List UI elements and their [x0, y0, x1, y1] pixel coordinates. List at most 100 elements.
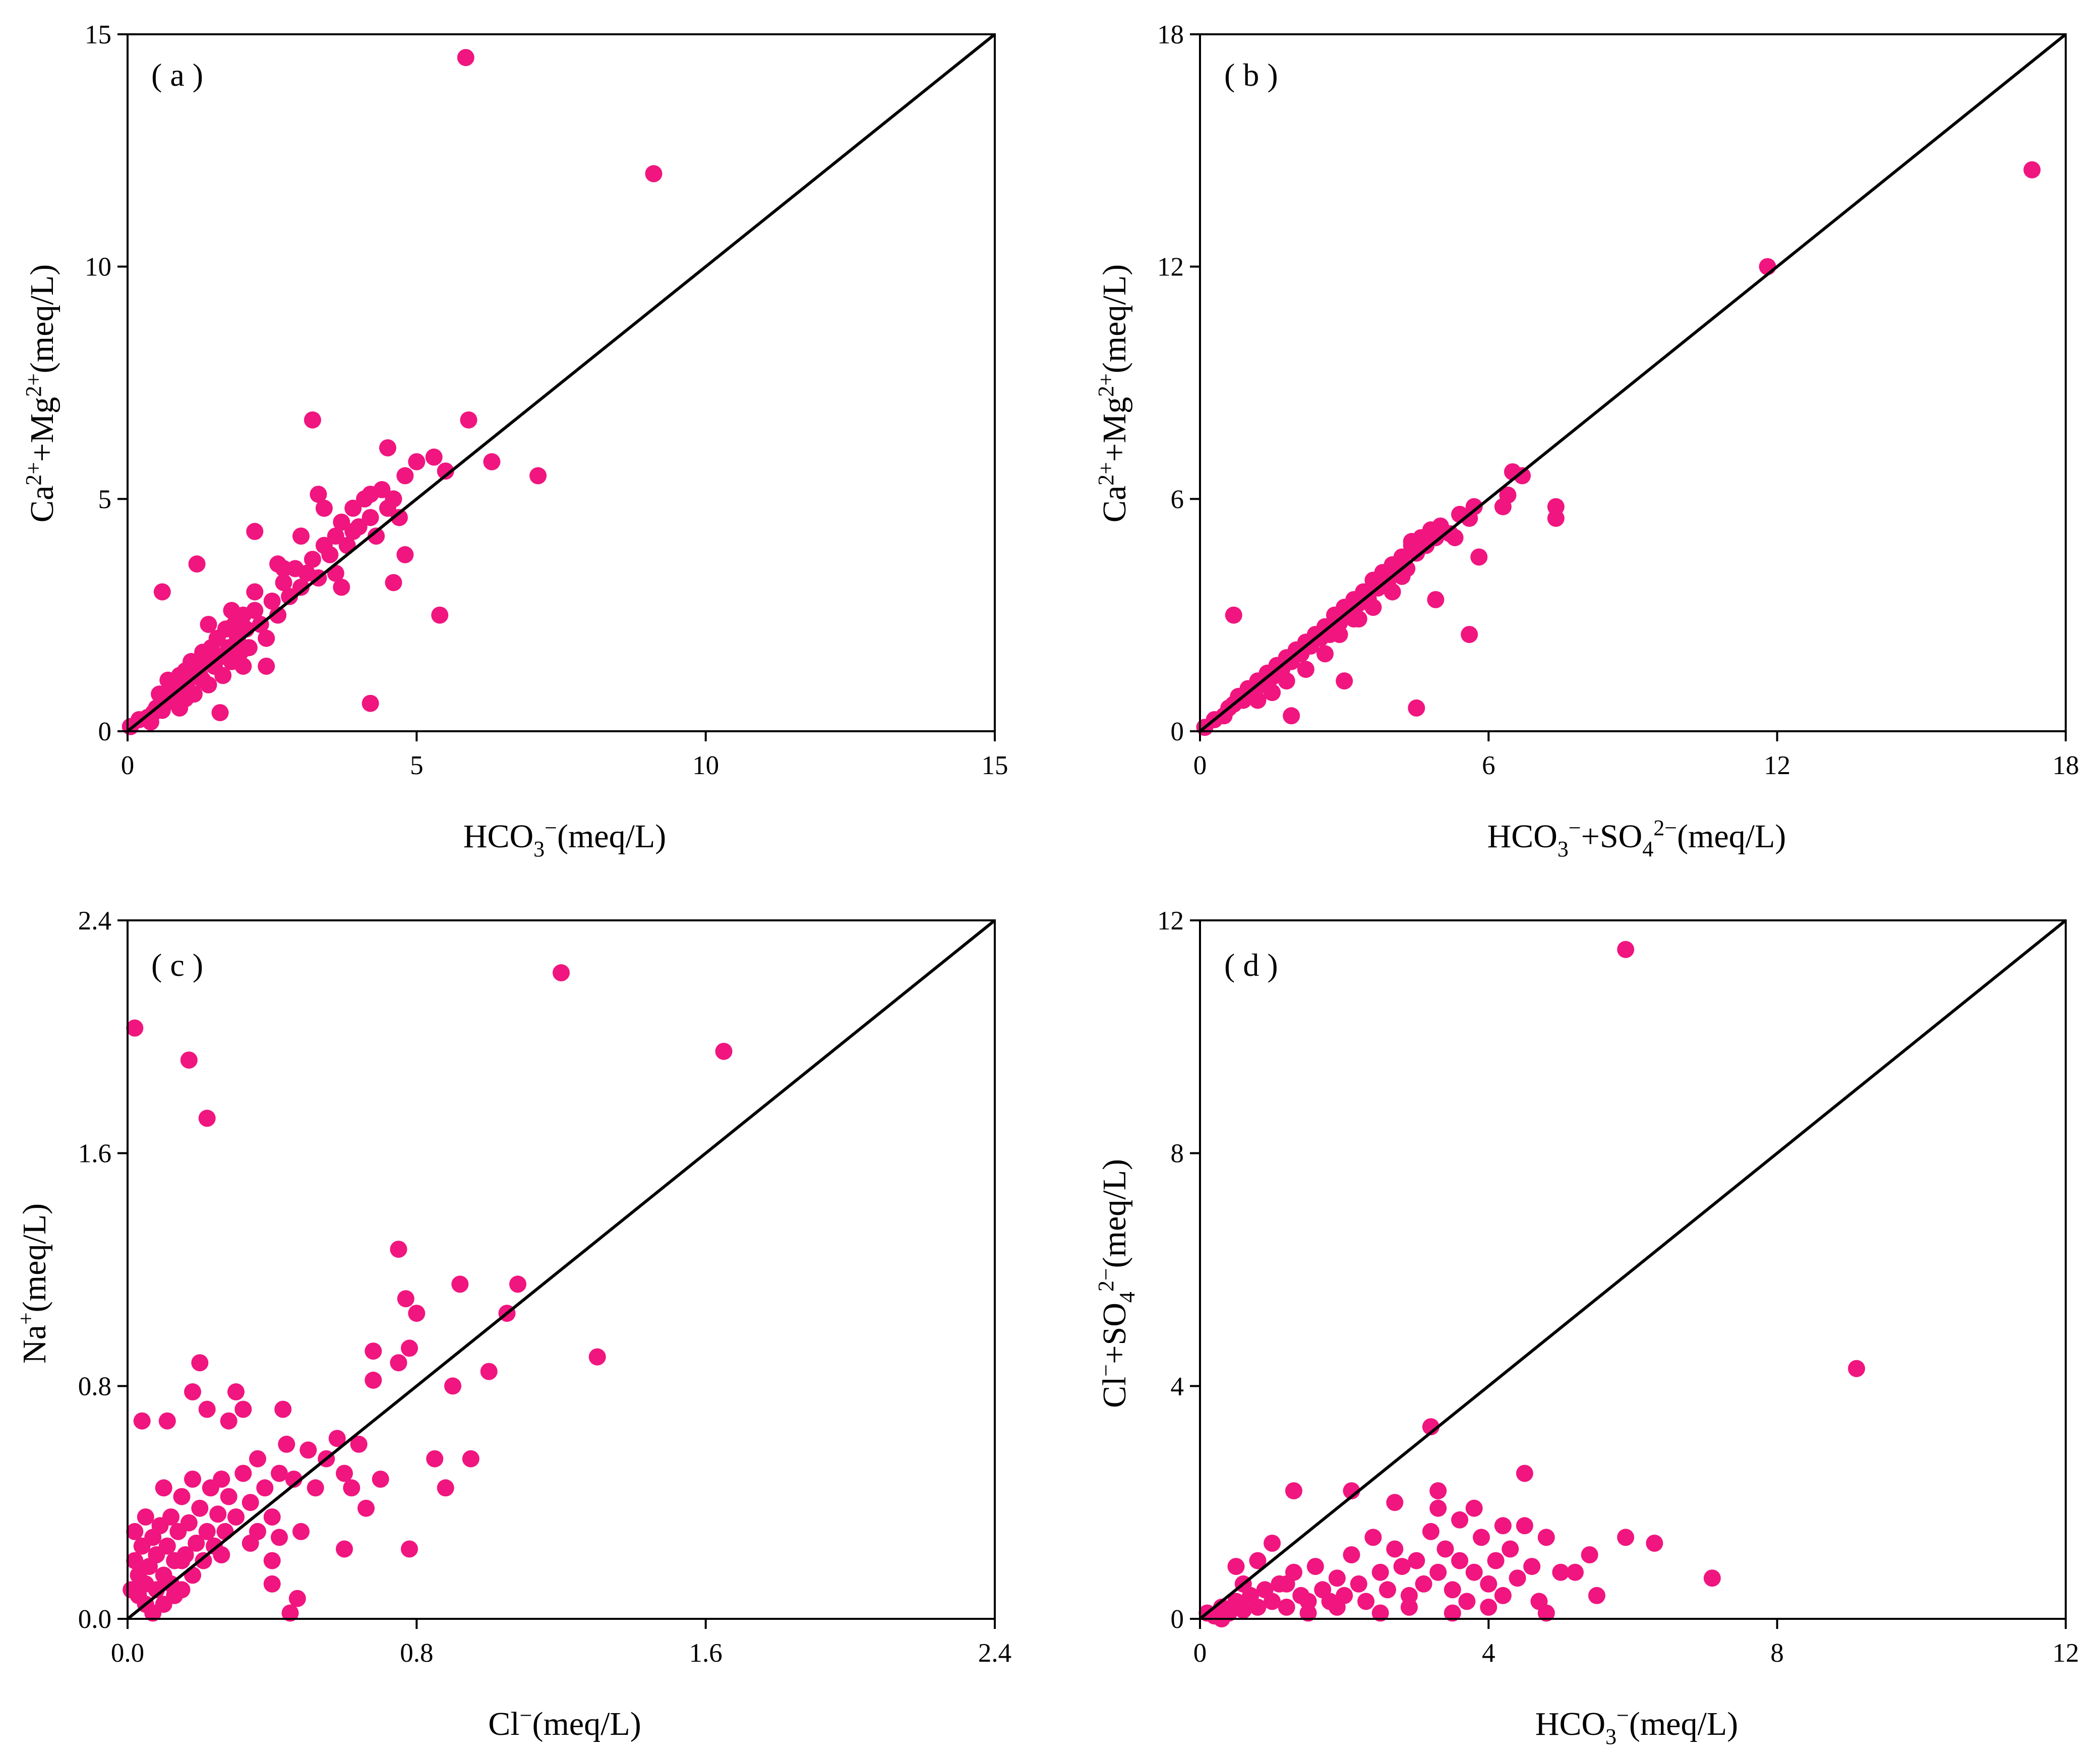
data-point: [258, 658, 275, 675]
data-point: [385, 490, 402, 508]
data-point: [385, 574, 402, 592]
panel-b-y-label: Ca2++Mg2+(meq/L): [1094, 264, 1133, 522]
data-point: [281, 588, 298, 605]
data-point: [1364, 599, 1382, 616]
y-tick-label: 0: [98, 717, 112, 746]
data-point: [1499, 486, 1517, 504]
data-point: [1422, 1523, 1439, 1540]
panel-d-y-label: Cl−+SO42−(meq/L): [1094, 1159, 1139, 1408]
data-point: [1547, 509, 1565, 527]
x-tick-label: 2.4: [978, 1639, 1011, 1668]
data-point: [242, 1494, 259, 1511]
x-tick-label: 4: [1482, 1639, 1495, 1668]
data-point: [1249, 1552, 1267, 1569]
data-point: [1473, 1529, 1490, 1546]
data-point: [256, 1479, 274, 1497]
data-point: [1465, 1499, 1483, 1517]
data-point: [246, 602, 264, 619]
data-point: [274, 1400, 292, 1418]
panel-b-tag: ( b ): [1224, 57, 1278, 93]
data-point: [1299, 1604, 1317, 1622]
x-tick-label: 8: [1770, 1639, 1784, 1668]
data-point: [425, 448, 443, 466]
x-tick-label: 0: [121, 751, 135, 780]
data-point: [1316, 645, 1334, 663]
data-point: [350, 1435, 368, 1453]
data-point: [509, 1275, 526, 1293]
data-point: [1537, 1604, 1555, 1622]
data-point: [1336, 672, 1353, 690]
data-point: [1465, 1563, 1483, 1581]
data-point: [263, 593, 281, 610]
panel-d-one-to-one-line: [1199, 919, 2067, 1620]
data-point: [1427, 591, 1445, 608]
data-point: [1386, 1494, 1404, 1511]
y-tick-label: 4: [1171, 1372, 1184, 1401]
panel-d-x-label: HCO3−(meq/L): [1535, 1703, 1738, 1749]
data-point: [220, 1488, 237, 1505]
y-tick-label: 8: [1171, 1139, 1184, 1168]
data-point: [249, 1523, 266, 1540]
data-point: [234, 658, 252, 675]
data-point: [133, 1412, 151, 1430]
data-point: [180, 1051, 198, 1069]
data-point: [209, 1505, 227, 1523]
y-tick-label: 10: [85, 253, 111, 282]
data-point: [1552, 1563, 1570, 1581]
panel-a-points: [122, 49, 663, 735]
data-point: [645, 165, 663, 183]
data-point: [155, 1479, 172, 1497]
data-point: [1249, 691, 1267, 709]
panel-d-frame: [1199, 919, 2067, 1620]
data-point: [234, 1465, 252, 1482]
data-point: [401, 1540, 418, 1558]
panel-a-one-to-one-line: [127, 33, 996, 733]
y-tick-label: 5: [98, 485, 112, 514]
data-point: [184, 1471, 201, 1488]
y-tick-label: 12: [1157, 906, 1184, 936]
panel-a-y-label: Ca2++Mg2+(meq/L): [21, 264, 61, 522]
data-point: [173, 1488, 191, 1505]
data-point: [1264, 1535, 1281, 1552]
data-point: [444, 1377, 461, 1395]
data-point: [304, 411, 321, 429]
data-point: [1646, 1535, 1663, 1552]
data-point: [1494, 1517, 1512, 1535]
data-point: [1403, 533, 1420, 550]
data-point: [1429, 1482, 1447, 1500]
y-tick-label: 1.6: [78, 1139, 111, 1168]
data-point: [137, 1508, 154, 1526]
data-point: [480, 1363, 498, 1380]
data-point: [281, 1604, 299, 1622]
panel-c-one-to-one-line: [127, 919, 996, 1620]
data-point: [362, 694, 379, 712]
data-point: [1264, 1593, 1281, 1610]
data-point: [426, 1450, 444, 1468]
data-point: [336, 1465, 353, 1482]
y-tick-label: 0.0: [78, 1605, 111, 1634]
data-point: [1588, 1587, 1605, 1604]
data-point: [1350, 610, 1367, 628]
data-point: [310, 486, 327, 503]
data-point: [258, 629, 275, 647]
data-point: [195, 1552, 212, 1569]
x-tick-label: 0.8: [400, 1639, 433, 1668]
data-point: [1436, 1540, 1454, 1558]
data-point: [1350, 1575, 1367, 1593]
data-point: [1371, 1604, 1389, 1622]
data-point: [357, 1499, 375, 1517]
data-point: [1703, 1569, 1721, 1587]
data-point: [249, 1450, 266, 1468]
data-point: [304, 551, 321, 568]
data-point: [271, 1465, 288, 1482]
data-point: [343, 1479, 361, 1497]
y-tick-label: 2.4: [78, 906, 111, 936]
data-point: [246, 522, 264, 540]
data-point: [1487, 1552, 1505, 1569]
data-point: [715, 1042, 733, 1060]
data-point: [1514, 467, 1531, 485]
data-point: [397, 1290, 414, 1308]
y-tick-label: 0.8: [78, 1372, 111, 1401]
panel-b: ( b ) HCO3−+SO42−(meq/L) Ca2++Mg2+(meq/L…: [1094, 20, 2079, 861]
